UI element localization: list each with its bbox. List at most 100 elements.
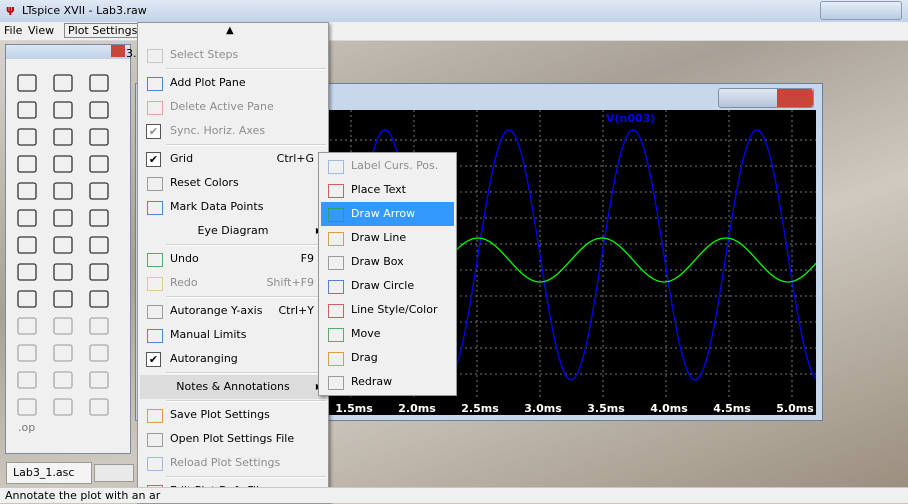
menu-item[interactable]: Label Curs. Pos. [321,154,454,178]
plot-window-controls[interactable] [718,88,814,108]
menu-item[interactable]: Line Style/Color [321,298,454,322]
tool-icon[interactable] [54,318,72,334]
tool-icon[interactable] [54,156,72,172]
menu-icon [328,376,344,390]
tool-icon[interactable] [54,237,72,253]
menu-item-label: Line Style/Color [351,298,437,322]
menu-icon [147,305,163,319]
tool-icon[interactable] [90,318,108,334]
tool-icon[interactable] [18,345,36,361]
menu-item[interactable]: Notes & Annotations▶ [140,375,326,399]
menu-item[interactable]: Drag [321,346,454,370]
tool-icon[interactable] [54,210,72,226]
tool-icon[interactable] [18,102,36,118]
tool-icon[interactable] [54,399,72,415]
menu-icon [147,177,163,191]
menu-item[interactable]: Add Plot Pane [140,71,326,95]
tool-icon[interactable] [18,129,36,145]
tool-icon[interactable] [90,156,108,172]
tool-icon[interactable] [90,210,108,226]
menu-item[interactable]: Draw Box [321,250,454,274]
tool-icon[interactable] [18,372,36,388]
menu-item[interactable]: Move [321,322,454,346]
tool-icon[interactable] [54,129,72,145]
tool-icon[interactable] [54,291,72,307]
close-button[interactable] [777,89,813,107]
menu-item[interactable]: Reload Plot Settings [140,451,326,475]
menu-bar-item[interactable]: Plot Settings [64,23,141,38]
menu-icon [328,328,344,342]
menu-separator [166,296,326,298]
status-text: Annotate the plot with an ar [5,489,160,502]
menu-item[interactable]: Select Steps [140,43,326,67]
status-bar: Annotate the plot with an ar [0,487,908,503]
tool-icon[interactable] [54,183,72,199]
menu-item[interactable]: Eye Diagram▶ [140,219,326,243]
menu-item-label: Draw Line [351,226,406,250]
menu-icon [147,49,163,63]
tool-icon[interactable] [54,345,72,361]
menu-item[interactable]: Save Plot Settings [140,403,326,427]
tool-icon[interactable] [54,372,72,388]
tool-icon[interactable] [90,183,108,199]
menu-separator [166,68,326,70]
menu-item[interactable]: Delete Active Pane [140,95,326,119]
tool-icon[interactable] [90,399,108,415]
tool-icon[interactable] [18,264,36,280]
tab-buttons[interactable] [94,464,134,482]
tab-label[interactable]: Lab3_1.asc [13,466,74,479]
menu-item[interactable]: Redraw [321,370,454,394]
menu-item[interactable]: Reset Colors [140,171,326,195]
tool-icon[interactable] [90,237,108,253]
window-controls[interactable] [820,1,902,20]
menu-item[interactable]: Open Plot Settings File [140,427,326,451]
tool-icon[interactable] [90,264,108,280]
menu-item[interactable]: Draw Arrow [321,202,454,226]
tool-icon[interactable] [54,75,72,91]
tool-icon[interactable] [18,75,36,91]
menu-item[interactable]: ✔Autoranging [140,347,326,371]
menu-bar-item[interactable]: File [4,24,22,37]
title-bar: ψ LTspice XVII - Lab3.raw [0,0,908,22]
tool-icon[interactable] [18,291,36,307]
menu-icon [328,232,344,246]
tool-icon[interactable] [90,372,108,388]
tool-icon[interactable] [90,75,108,91]
tool-icon[interactable] [18,237,36,253]
menu-item[interactable]: Mark Data Points [140,195,326,219]
tool-palette: .op [5,44,131,454]
check-box: ✔ [146,124,161,139]
menu-separator [166,144,326,146]
tool-icon[interactable] [90,129,108,145]
menu-icon [147,101,163,115]
menu-icon [328,280,344,294]
tool-icon[interactable] [18,156,36,172]
menu-bar-item[interactable]: View [28,24,54,37]
scroll-up-arrow[interactable]: ▲ [226,25,234,36]
menu-item[interactable]: Draw Circle [321,274,454,298]
tool-icon[interactable] [90,291,108,307]
menu-item[interactable]: Place Text [321,178,454,202]
op-label[interactable]: .op [18,421,35,434]
tool-icon[interactable] [18,399,36,415]
menu-icon [328,304,344,318]
tool-icon[interactable] [54,264,72,280]
palette-icons [6,61,130,451]
menu-icon [328,208,344,222]
tool-icon[interactable] [18,210,36,226]
menu-item[interactable]: Manual Limits [140,323,326,347]
x-tick-label: 1.5ms [335,402,373,415]
tool-icon[interactable] [18,183,36,199]
tool-icon[interactable] [90,102,108,118]
tab[interactable]: Lab3_1.asc [6,462,92,484]
palette-close[interactable] [111,45,125,57]
tool-icon[interactable] [54,102,72,118]
tool-icon[interactable] [90,345,108,361]
menu-item[interactable]: ✔Sync. Horiz. Axes [140,119,326,143]
menu-item[interactable]: Draw Line [321,226,454,250]
tool-icon[interactable] [18,318,36,334]
